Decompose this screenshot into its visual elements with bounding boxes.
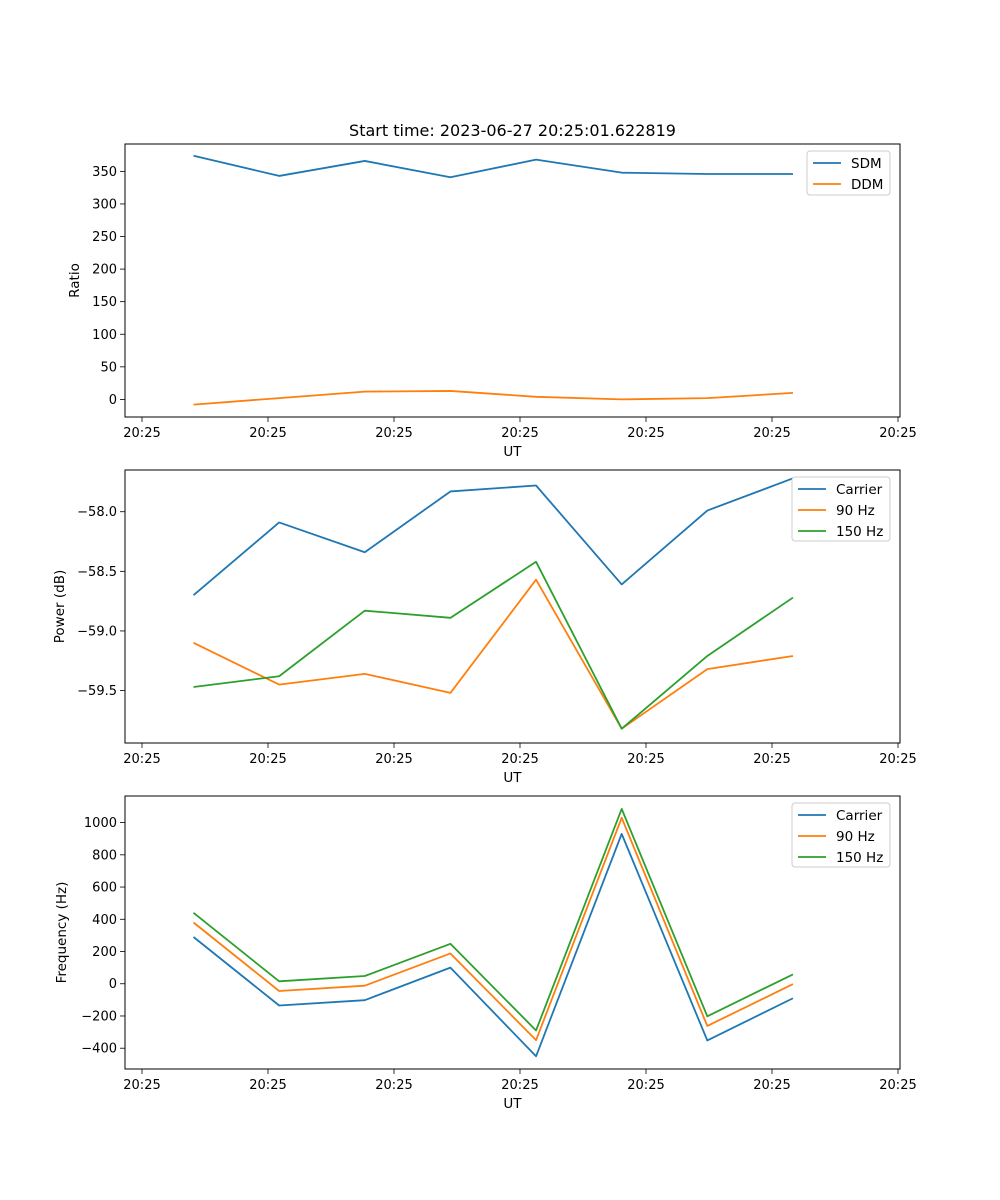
ratio-y-tick-label: 150 bbox=[92, 295, 117, 310]
ratio-y-tick-label: 0 bbox=[109, 393, 117, 408]
frequency-legend: Carrier 90 Hz 150 Hz bbox=[791, 802, 891, 868]
frequency-y-tick-label: 400 bbox=[92, 913, 117, 928]
power-series-line-90-hz bbox=[193, 578, 794, 730]
ratio-y-tick-label: 350 bbox=[92, 165, 117, 180]
ratio-series-line-sdm bbox=[193, 154, 793, 179]
ratio-x-tick-label: 20:25 bbox=[123, 426, 160, 441]
frequency-x-tick-label: 20:25 bbox=[123, 1078, 160, 1093]
power-y-tick-label: −59.0 bbox=[77, 624, 117, 639]
ratio-x-axis-label: UT bbox=[503, 444, 522, 460]
ratio-legend-label: DDM bbox=[851, 177, 883, 193]
power-y-tick-label: −58.0 bbox=[77, 505, 117, 520]
frequency-x-tick-label: 20:25 bbox=[753, 1078, 790, 1093]
ratio-y-tick-label: 250 bbox=[92, 230, 117, 245]
frequency-x-axis-label: UT bbox=[503, 1096, 522, 1112]
ratio-x-tick-label: 20:25 bbox=[879, 426, 916, 441]
ratio-y-axis-label: Ratio bbox=[67, 263, 83, 298]
power-x-axis-label: UT bbox=[503, 770, 522, 786]
power-legend: Carrier 90 Hz 150 Hz bbox=[791, 476, 891, 542]
frequency-y-tick-label: 800 bbox=[92, 848, 117, 863]
ratio-x-tick-label: 20:25 bbox=[753, 426, 790, 441]
power-x-tick-label: 20:25 bbox=[375, 752, 412, 767]
frequency-legend-label: Carrier bbox=[836, 808, 883, 824]
frequency-y-tick-label: 600 bbox=[92, 881, 117, 896]
ratio-legend: SDM DDM bbox=[806, 150, 891, 196]
frequency-x-tick-label: 20:25 bbox=[501, 1078, 538, 1093]
frequency-panel: Frequency (Hz) UT 20:25 20:25 20:25 20:25 20… bbox=[54, 795, 917, 1112]
frequency-series-line-carrier bbox=[192, 832, 794, 1058]
power-x-tick-label: 20:25 bbox=[501, 752, 538, 767]
power-x-tick-label: 20:25 bbox=[627, 752, 664, 767]
power-legend-label: 150 Hz bbox=[836, 524, 883, 540]
power-series-line-150-hz bbox=[193, 560, 794, 730]
ratio-x-tick-label: 20:25 bbox=[627, 426, 664, 441]
power-x-tick-label: 20:25 bbox=[879, 752, 916, 767]
frequency-x-tick-label: 20:25 bbox=[879, 1078, 916, 1093]
power-legend-frame bbox=[791, 476, 891, 542]
frequency-legend-label: 150 Hz bbox=[836, 850, 883, 866]
power-y-axis-label: Power (dB) bbox=[52, 570, 68, 643]
frequency-plot-area bbox=[124, 795, 901, 1070]
frequency-y-tick-label: −200 bbox=[81, 1009, 117, 1024]
power-series-line-carrier bbox=[192, 477, 794, 596]
ratio-x-tick-label: 20:25 bbox=[501, 426, 538, 441]
power-legend-label: 90 Hz bbox=[836, 503, 875, 519]
frequency-series-line-90-hz bbox=[192, 816, 794, 1042]
ratio-x-tick-label: 20:25 bbox=[249, 426, 286, 441]
frequency-legend-frame bbox=[791, 802, 891, 868]
ratio-panel: Start time: 2023-06-27 20:25:01.622819 R… bbox=[67, 121, 917, 460]
power-y-tick-label: −59.5 bbox=[77, 684, 117, 699]
ratio-y-tick-label: 50 bbox=[100, 360, 117, 375]
frequency-series-line-150-hz bbox=[192, 807, 794, 1032]
frequency-legend-label: 90 Hz bbox=[836, 829, 875, 845]
frequency-y-tick-label: −400 bbox=[81, 1042, 117, 1057]
ratio-plot-area bbox=[124, 143, 901, 418]
frequency-y-tick-label: 1000 bbox=[84, 816, 117, 831]
ratio-x-tick-label: 20:25 bbox=[375, 426, 412, 441]
ratio-series-line-ddm bbox=[193, 390, 794, 406]
frequency-y-tick-label: 200 bbox=[92, 945, 117, 960]
ratio-y-tick-label: 300 bbox=[92, 197, 117, 212]
power-legend-label: Carrier bbox=[836, 482, 883, 498]
power-plot-area bbox=[124, 469, 901, 744]
power-y-tick-label: −58.5 bbox=[77, 565, 117, 580]
frequency-x-tick-label: 20:25 bbox=[249, 1078, 286, 1093]
power-x-tick-label: 20:25 bbox=[249, 752, 286, 767]
ratio-legend-label: SDM bbox=[851, 156, 882, 172]
ratio-y-tick-label: 100 bbox=[92, 328, 117, 343]
power-x-tick-label: 20:25 bbox=[753, 752, 790, 767]
power-panel: Power (dB) UT 20:25 20:25 20:25 20:25 20:25 2… bbox=[52, 469, 917, 786]
frequency-x-tick-label: 20:25 bbox=[627, 1078, 664, 1093]
ratio-y-tick-label: 200 bbox=[92, 263, 117, 278]
frequency-x-tick-label: 20:25 bbox=[375, 1078, 412, 1093]
power-x-tick-label: 20:25 bbox=[123, 752, 160, 767]
chart-title: Start time: 2023-06-27 20:25:01.622819 bbox=[349, 121, 676, 140]
frequency-y-axis-label: Frequency (Hz) bbox=[54, 882, 70, 984]
frequency-y-tick-label: 0 bbox=[109, 977, 117, 992]
